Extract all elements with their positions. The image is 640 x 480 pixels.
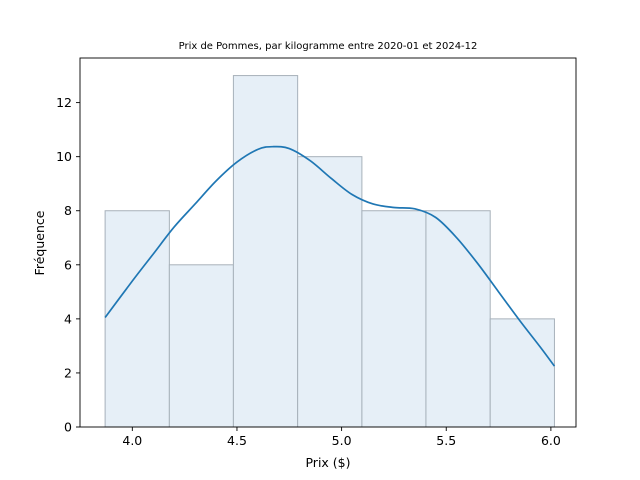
x-tick-label: 5.0 — [332, 433, 352, 448]
histogram-bar-1 — [104, 210, 170, 428]
y-tick-label: 6 — [64, 257, 72, 272]
plot-frame — [79, 57, 577, 428]
y-axis-label: Fréquence — [32, 210, 47, 275]
y-tick-label: 8 — [64, 203, 72, 218]
y-tick-label: 10 — [56, 149, 72, 164]
histogram-bars — [104, 75, 555, 428]
chart-title: Prix de Pommes, par kilogramme entre 202… — [179, 41, 478, 52]
y-tick-label: 0 — [64, 420, 72, 435]
y-tick-label: 4 — [64, 311, 72, 326]
x-tick-label: 4.5 — [227, 433, 247, 448]
histogram-bar-6 — [425, 210, 491, 428]
histogram-bar-5 — [361, 210, 427, 428]
y-tick-label: 2 — [64, 365, 72, 380]
x-tick-label: 4.0 — [122, 433, 142, 448]
histogram-bar-7 — [489, 318, 555, 428]
y-tick-label: 12 — [56, 95, 72, 110]
x-axis-label: Prix ($) — [305, 455, 350, 470]
histogram-bar-3 — [232, 75, 299, 428]
histogram-bar-4 — [297, 156, 363, 428]
x-tick-label: 6.0 — [541, 433, 561, 448]
kde-line — [104, 145, 556, 367]
histogram-bar-2 — [168, 264, 234, 428]
x-tick-label: 5.5 — [436, 433, 456, 448]
x-axis: 4.0 4.5 5.0 5.5 6.0 — [122, 427, 561, 448]
y-axis: 0 2 4 6 8 10 12 — [56, 95, 80, 435]
